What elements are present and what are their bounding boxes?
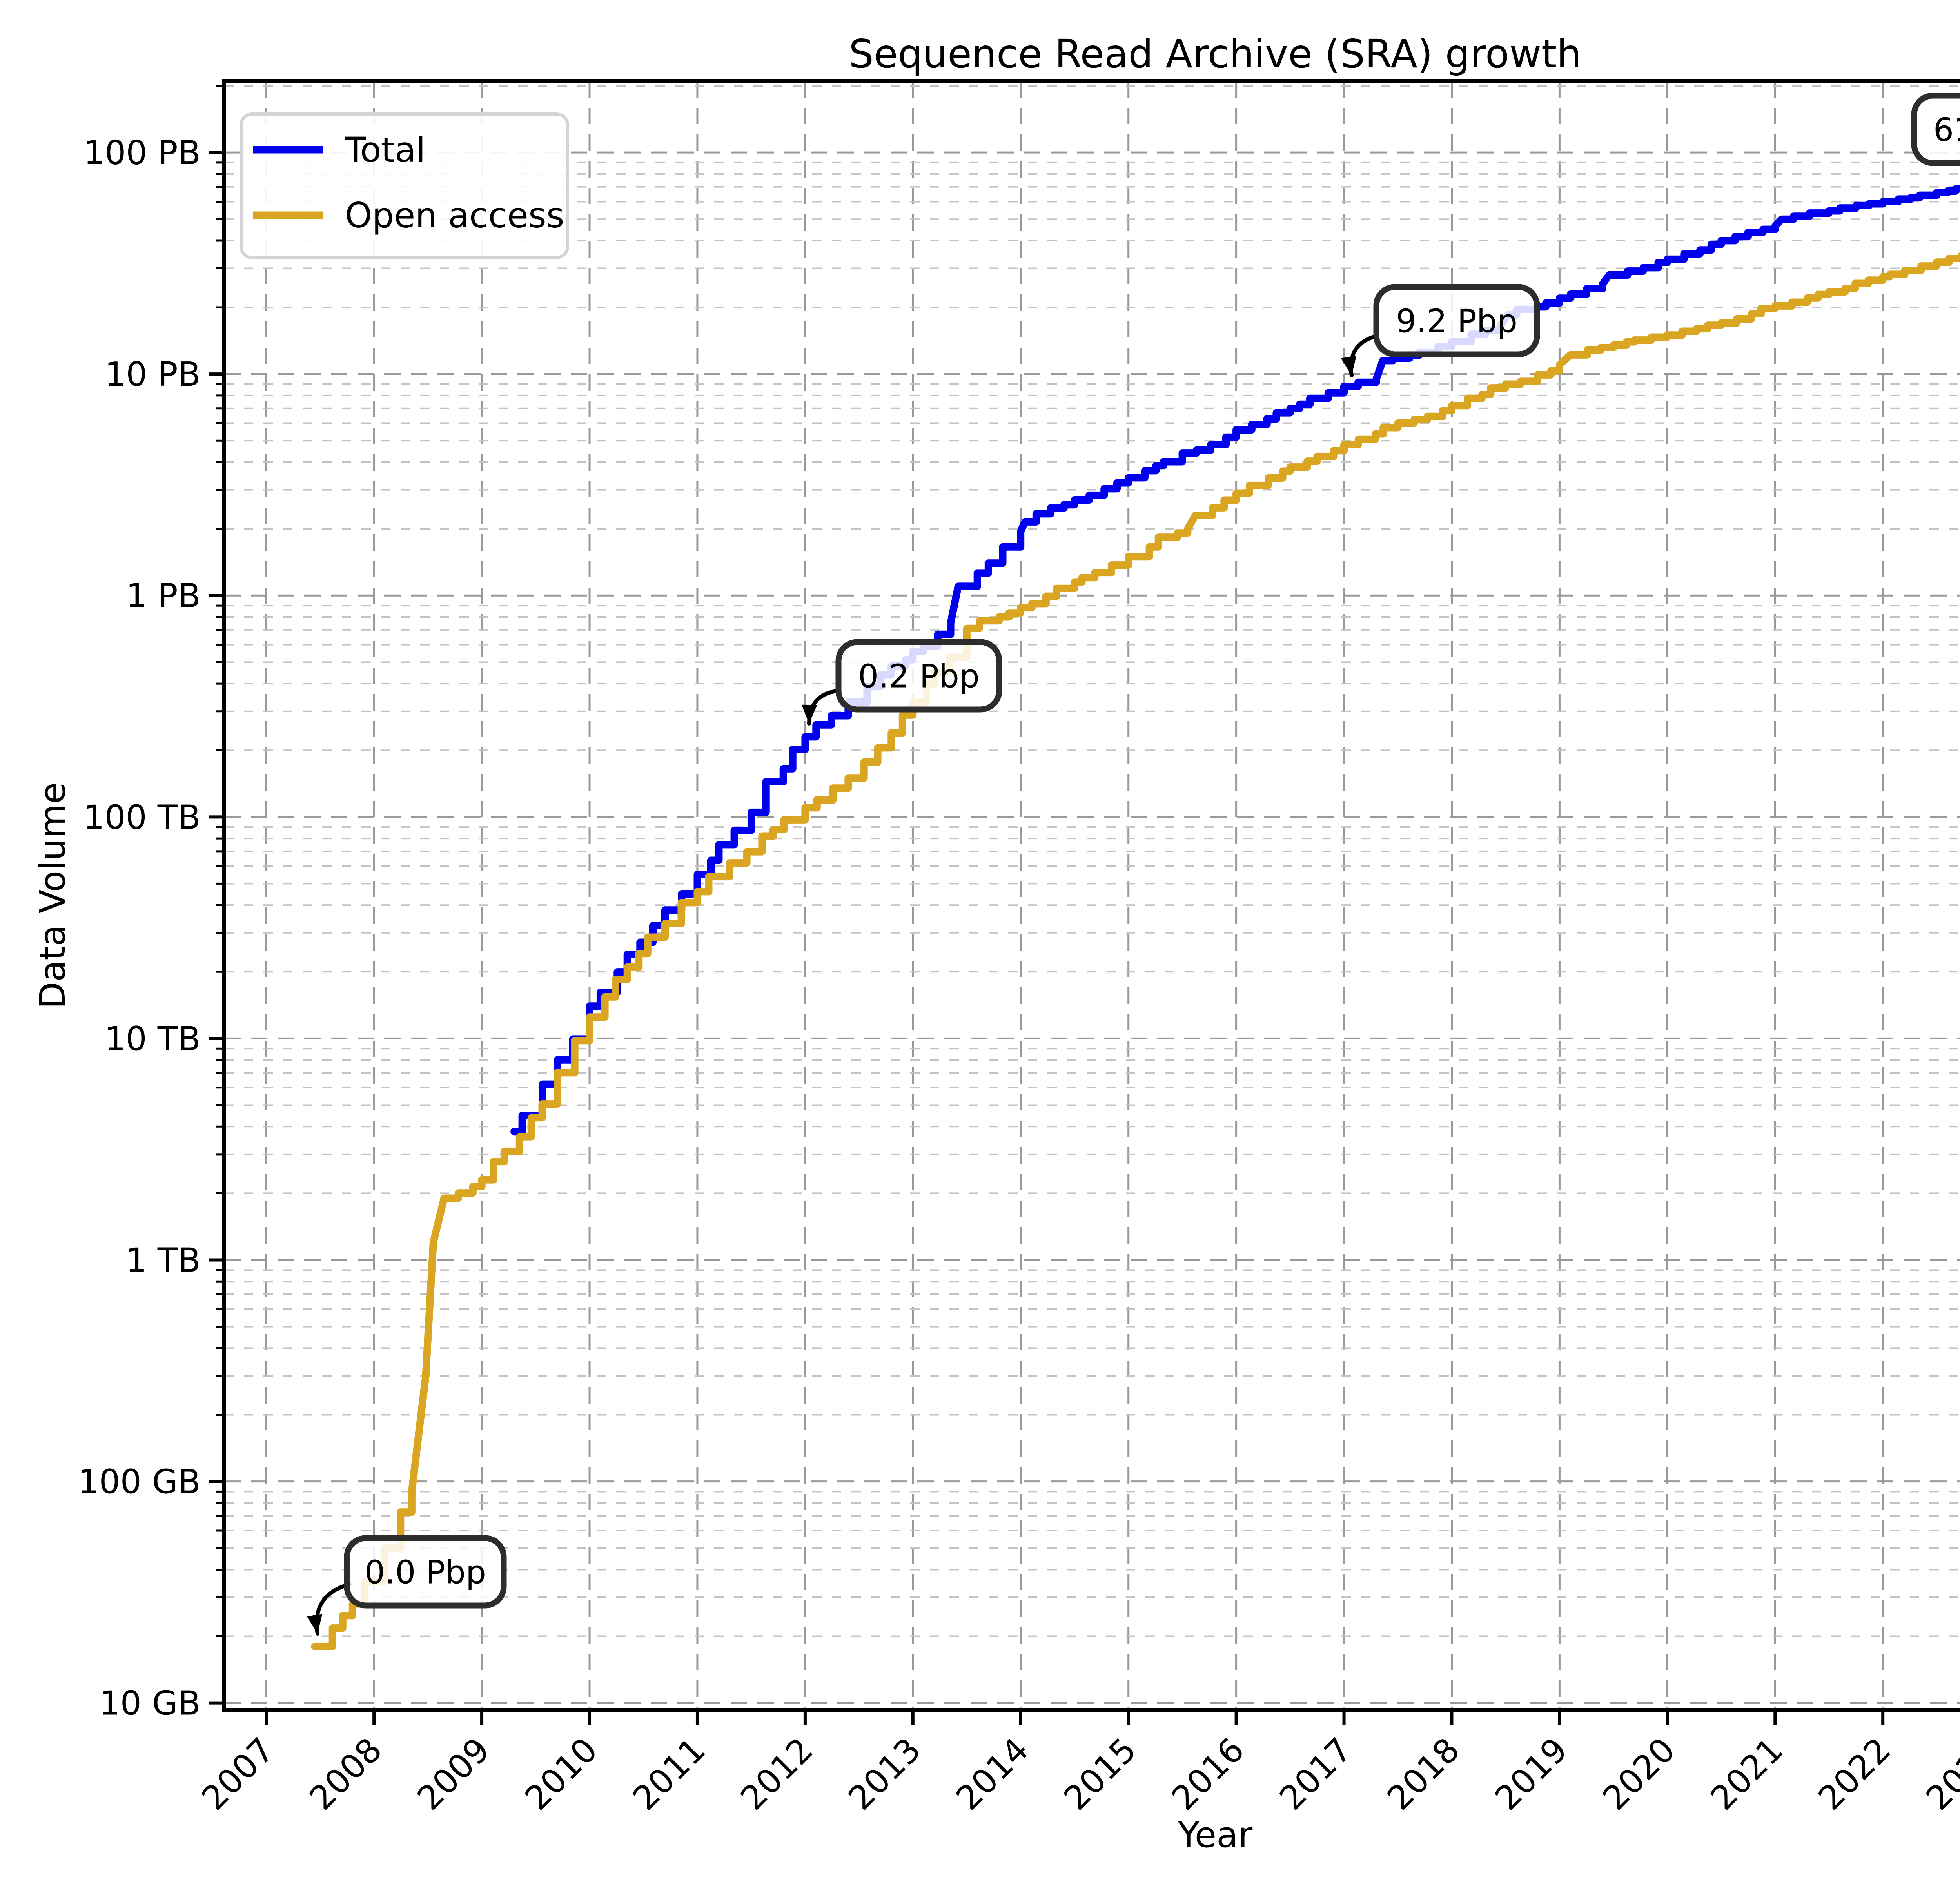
annotation-box [1373,284,1540,357]
y-tick-label-100-TB: 100 TB [83,798,201,837]
x-axis-title: Year [1178,1814,1253,1856]
y-tick-label-10-GB: 10 GB [99,1684,201,1723]
y-tick-label-10-PB: 10 PB [105,355,201,394]
series-layer [311,185,1960,1650]
chart-title: Sequence Read Archive (SRA) growth [849,31,1581,77]
ticks-layer [209,85,1885,1725]
annotation-text: 0.0 Pbp [365,1554,486,1591]
annotation-0-0-Pbp: 0.0 Pbp [307,1535,507,1636]
gridlines-layer [224,81,1960,1710]
annotation-box [344,1535,507,1609]
series-line-total [510,185,1960,1136]
annotation-arrowhead [307,1614,323,1634]
y-tick-label-100-PB: 100 PB [83,134,201,172]
legend-label-open-access: Open access [345,195,564,236]
legend: Total Open access [240,112,569,259]
y-tick-label-100-GB: 100 GB [78,1463,201,1502]
axes-frame [222,79,1960,1712]
annotation-arrowhead [801,704,817,724]
annotation-0-2-Pbp: 0.2 Pbp [801,639,1002,726]
y-tick-label-10-TB: 10 TB [105,1020,201,1058]
annotation-arrowhead [1341,356,1357,376]
legend-label-total: Total [345,130,426,170]
annotation-text: 61.6 Pbp [1933,112,1960,149]
annotation-box [835,639,1002,713]
annotation-9-2-Pbp: 9.2 Pbp [1341,284,1540,377]
y-axis-title: Data Volume [32,782,73,1009]
plot-frame [222,79,1960,1712]
series-line-open-access [311,252,1960,1650]
annotation-text: 9.2 Pbp [1396,303,1517,340]
annotation-box [1911,93,1960,166]
y-tick-label-1-TB: 1 TB [126,1241,201,1280]
annotation-text: 0.2 Pbp [858,658,980,695]
annotation-61-6-Pbp: 61.6 Pbp [1911,93,1960,166]
y-tick-label-1-PB: 1 PB [126,577,201,615]
